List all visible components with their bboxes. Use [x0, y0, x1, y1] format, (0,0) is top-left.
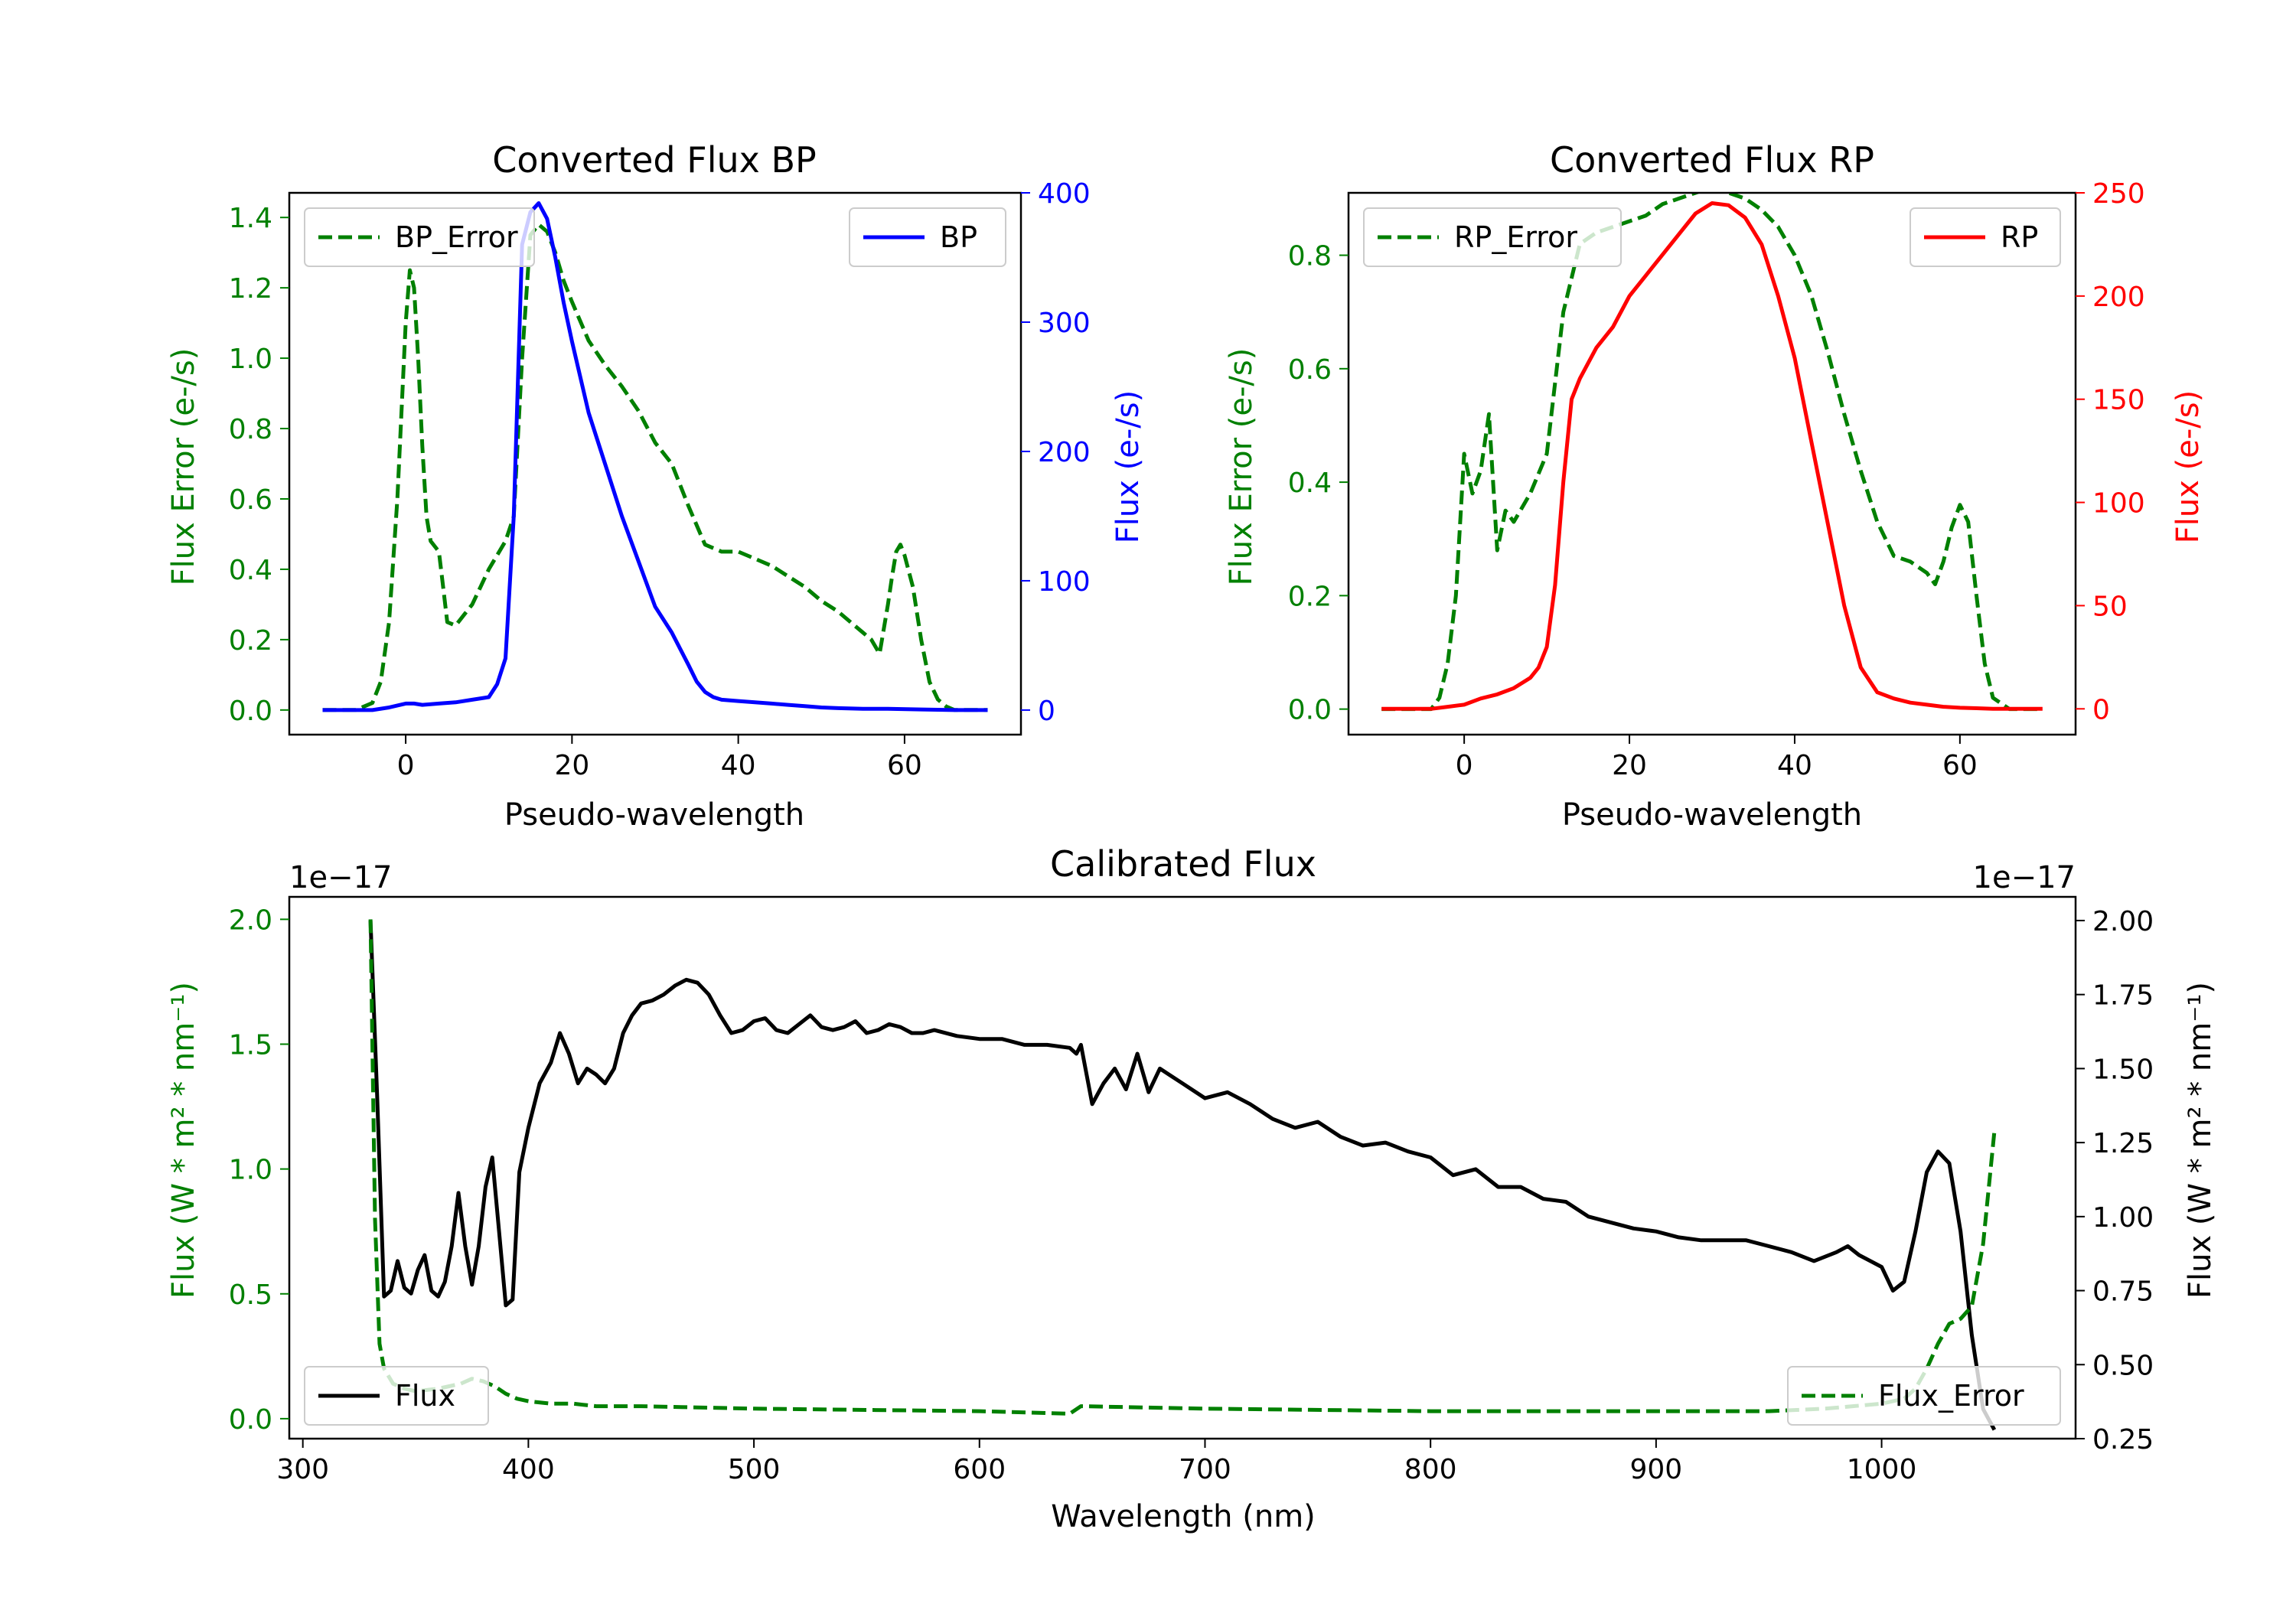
y-tick-label-left: 0.0 — [229, 1404, 272, 1436]
y-tick-label-left: 1.0 — [229, 1155, 272, 1186]
legend-label: RP_Error — [1454, 220, 1577, 254]
legend-rp: RP — [1910, 207, 2061, 267]
chart-rp: Converted Flux RP Pseudo-wavelength Flux… — [1224, 139, 2206, 833]
y-tick-label-right: 0 — [1038, 696, 1055, 727]
x-tick-label: 800 — [1404, 1454, 1457, 1485]
x-tick-label: 20 — [554, 750, 589, 781]
legend-box — [304, 207, 535, 267]
x-tick-label: 500 — [728, 1454, 781, 1485]
series-line-rp-error — [1381, 193, 2043, 712]
y-axis-label-right: Flux (e-/s) — [1110, 390, 1146, 543]
y-tick-label-right: 0.75 — [2092, 1276, 2154, 1308]
legend-label: BP_Error — [395, 220, 518, 254]
plot-frame — [288, 191, 1022, 736]
x-axis-label: Wavelength (nm) — [1051, 1499, 1316, 1534]
y-tick-label-right: 1.00 — [2092, 1202, 2154, 1234]
legend-label: Flux — [395, 1379, 455, 1413]
y-tick-label-right: 200 — [2092, 282, 2145, 313]
y-tick-label-left: 0.6 — [1288, 354, 1332, 386]
y-tick-label-left: 0.0 — [1288, 695, 1332, 726]
y-tick-label-right: 150 — [2092, 385, 2145, 416]
y-tick-label-left: 0.0 — [229, 696, 272, 727]
x-tick-label: 0 — [397, 750, 415, 781]
y-axis-label-right: Flux (e-/s) — [2170, 390, 2206, 543]
x-tick-label: 600 — [953, 1454, 1006, 1485]
y-tick-label-left: 1.0 — [229, 344, 272, 375]
legend-flux-error: Flux_Error — [1787, 1366, 2061, 1426]
x-axis-label: Pseudo-wavelength — [504, 797, 804, 833]
offset-label-right: 1e−17 — [1973, 860, 2076, 895]
y-tick-label-right: 0.50 — [2092, 1350, 2154, 1381]
legend-label: RP — [2001, 220, 2038, 254]
y-tick-label-right: 2.00 — [2092, 906, 2154, 937]
y-tick-label-right: 1.25 — [2092, 1128, 2154, 1159]
y-tick-label-left: 1.5 — [229, 1029, 272, 1061]
y-axis-label-left: Flux (W * m² * nm⁻¹) — [166, 982, 201, 1299]
series-line-flux — [368, 920, 1997, 1431]
legend-label: BP — [940, 220, 977, 254]
legend-box — [1363, 207, 1622, 267]
legend-label: Flux_Error — [1878, 1379, 2024, 1413]
x-tick-label: 40 — [721, 750, 756, 781]
series-line-bp-error — [322, 222, 988, 712]
y-tick-label-right: 0 — [2092, 694, 2110, 725]
x-tick-label: 60 — [887, 750, 922, 781]
legend-box — [1787, 1366, 2061, 1426]
chart-title: Calibrated Flux — [1050, 843, 1316, 885]
chart-bp: Converted Flux BP Pseudo-wavelength Flux… — [166, 139, 1146, 833]
plot-frame — [288, 895, 2077, 1440]
x-tick-label: 300 — [276, 1454, 329, 1485]
y-tick-label-left: 0.8 — [229, 414, 272, 445]
y-axis-label-left: Flux Error (e-/s) — [166, 348, 201, 586]
plot-frame — [1347, 191, 2077, 736]
legend-rp-error: RP_Error — [1363, 207, 1622, 267]
y-tick-label-left: 0.4 — [229, 555, 272, 586]
y-tick-label-left: 0.2 — [1288, 581, 1332, 612]
y-tick-label-left: 0.4 — [1288, 468, 1332, 499]
legend-bp-error: BP_Error — [304, 207, 535, 267]
legend-bp: BP — [849, 207, 1006, 267]
offset-label-left: 1e−17 — [289, 860, 392, 895]
x-tick-label: 60 — [1942, 750, 1978, 781]
chart-title: Converted Flux BP — [492, 139, 817, 181]
y-tick-label-right: 300 — [1038, 308, 1091, 339]
x-tick-label: 0 — [1456, 750, 1473, 781]
y-tick-label-left: 1.4 — [229, 203, 272, 234]
y-tick-label-left: 0.2 — [229, 625, 272, 657]
y-tick-label-left: 0.5 — [229, 1279, 272, 1311]
legend-flux: Flux — [304, 1366, 489, 1426]
y-tick-label-right: 0.25 — [2092, 1424, 2154, 1455]
chart-calibrated: Calibrated Flux Wavelength (nm) 1e−17 1e… — [166, 843, 2218, 1534]
y-tick-label-right: 400 — [1038, 178, 1091, 210]
x-tick-label: 400 — [502, 1454, 555, 1485]
y-tick-label-right: 100 — [2092, 488, 2145, 520]
series-line-rp — [1381, 201, 2043, 711]
y-axis-label-left: Flux Error (e-/s) — [1224, 348, 1259, 586]
x-tick-label: 900 — [1630, 1454, 1683, 1485]
y-tick-label-right: 1.50 — [2092, 1054, 2154, 1085]
y-tick-label-left: 1.2 — [229, 273, 272, 305]
legend-box — [849, 207, 1006, 267]
y-tick-label-left: 0.6 — [229, 484, 272, 516]
series-line-bp — [322, 201, 988, 712]
x-tick-label: 1000 — [1847, 1454, 1917, 1485]
x-tick-label: 20 — [1612, 750, 1647, 781]
y-tick-label-right: 250 — [2092, 178, 2145, 210]
y-tick-label-right: 200 — [1038, 437, 1091, 468]
legend-box — [304, 1366, 489, 1426]
series-line-flux-error — [368, 919, 1997, 1416]
y-tick-label-left: 2.0 — [229, 905, 272, 936]
x-axis-label: Pseudo-wavelength — [1562, 797, 1862, 833]
y-axis-label-right: Flux (W * m² * nm⁻¹) — [2183, 982, 2218, 1299]
chart-title: Converted Flux RP — [1550, 139, 1874, 181]
y-tick-label-right: 1.75 — [2092, 980, 2154, 1012]
y-tick-label-right: 50 — [2092, 591, 2128, 622]
x-tick-label: 40 — [1777, 750, 1812, 781]
x-tick-label: 700 — [1179, 1454, 1231, 1485]
y-tick-label-right: 100 — [1038, 566, 1091, 598]
y-tick-label-left: 0.8 — [1288, 241, 1332, 272]
